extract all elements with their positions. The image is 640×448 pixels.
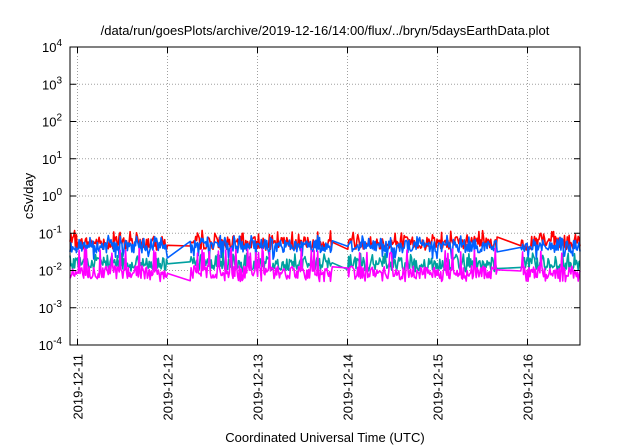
y-axis-label: cSv/day — [21, 172, 36, 219]
series-line — [69, 247, 581, 283]
grid — [70, 46, 580, 346]
x-tick-label: 2019-12-14 — [341, 354, 356, 421]
chart-title: /data/run/goesPlots/archive/2019-12-16/1… — [101, 23, 550, 38]
x-tick-label: 2019-12-16 — [521, 354, 536, 421]
y-tick-label: 10-2 — [39, 262, 63, 279]
x-tick-label: 2019-12-12 — [161, 354, 176, 421]
x-axis: 2019-12-11 2019-12-12 2019-12-13 2019-12-14… — [71, 47, 536, 421]
y-tick-label: 104 — [42, 38, 62, 55]
y-tick-label: 102 — [42, 113, 62, 130]
y-tick-label: 103 — [42, 75, 62, 92]
series-line — [69, 234, 581, 261]
x-tick-label: 2019-12-13 — [251, 354, 266, 421]
x-axis-label: Coordinated Universal Time (UTC) — [225, 430, 424, 445]
y-axis: 10-4 10-3 10-2 10-1 100 101 102 103 104 — [39, 38, 580, 353]
y-tick-label: 10-3 — [39, 299, 63, 316]
x-tick-label: 2019-12-11 — [71, 354, 86, 420]
y-tick-label: 10-4 — [39, 336, 63, 353]
series-group — [69, 229, 581, 283]
y-tick-label: 10-1 — [39, 224, 63, 241]
y-tick-label: 101 — [42, 150, 62, 167]
x-tick-label: 2019-12-15 — [431, 354, 446, 421]
y-tick-label: 100 — [42, 187, 62, 204]
